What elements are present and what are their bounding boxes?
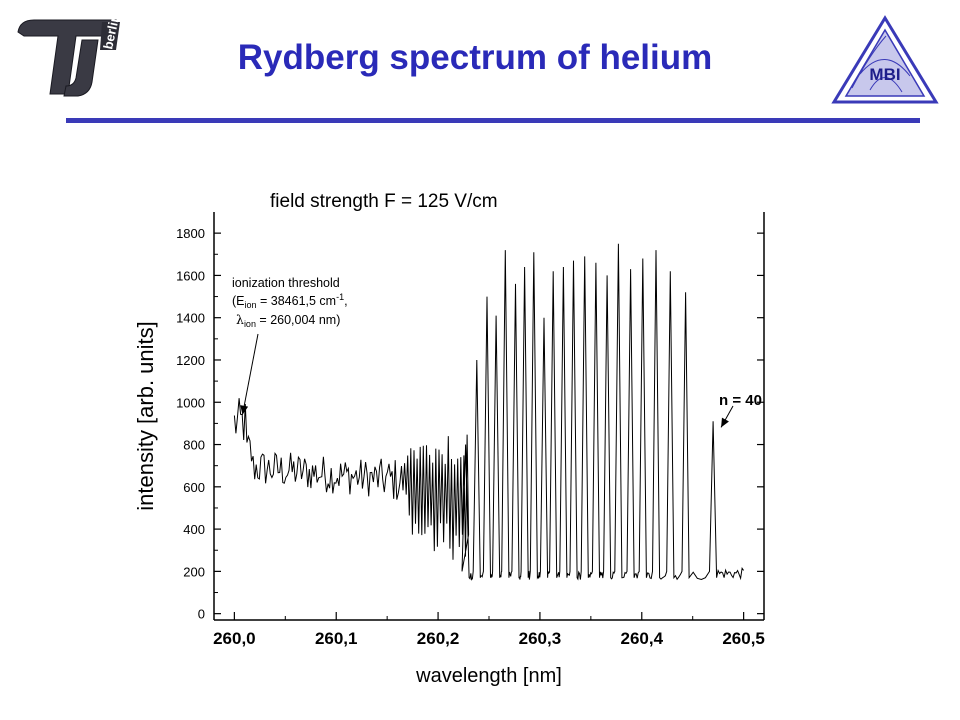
x-tick-label: 260,3 (519, 629, 562, 648)
y-tick-label: 1800 (176, 226, 205, 241)
y-tick-label: 1200 (176, 353, 205, 368)
y-tick-label: 1400 (176, 311, 205, 326)
y-tick-label: 200 (183, 564, 205, 579)
plot-frame (213, 212, 765, 621)
y-tick-label: 400 (183, 522, 205, 537)
mbi-logo: MBI (830, 14, 940, 111)
series-spectrum-line (233, 243, 745, 581)
tu-berlin-logo: berlin (12, 10, 127, 110)
x-tick-label: 260,2 (417, 629, 460, 648)
threshold-label-line3: λion = 260,004 nm) (236, 312, 340, 329)
y-axis-label: intensity [arb. units] (133, 321, 158, 511)
y-tick-group: 0 200 400 600 800 1000 1200 1400 1600 1800 (176, 226, 764, 622)
slide-title: Rydberg spectrum of helium (237, 38, 713, 77)
threshold-arrow (241, 333, 259, 415)
logo-city-text: berlin (100, 13, 122, 51)
title-divider (66, 118, 920, 123)
n40-annotation: n = 40 (719, 392, 762, 428)
y-tick-label: 0 (198, 607, 205, 622)
chart-title: field strength F = 125 V/cm (270, 191, 498, 212)
logo-institute-text: MBI (869, 65, 900, 84)
n40-arrow-head (721, 417, 729, 428)
threshold-annotation: ionization threshold (Eion = 38461,5 cm-… (232, 276, 348, 415)
x-tick-group: 260,0 260,1 260,2 260,3 260,4 260,5 (213, 612, 765, 648)
threshold-label-line2: (Eion = 38461,5 cm-1, (232, 292, 348, 310)
y-tick-label: 600 (183, 480, 205, 495)
x-tick-label: 260,0 (213, 629, 256, 648)
threshold-arrow-head (240, 405, 249, 415)
x-tick-label: 260,5 (722, 629, 765, 648)
threshold-label-line1: ionization threshold (232, 276, 340, 290)
n40-label: n = 40 (719, 392, 762, 409)
y-tick-label: 800 (183, 438, 205, 453)
x-axis-label: wavelength [nm] (415, 665, 562, 687)
x-tick-label: 260,1 (315, 629, 358, 648)
y-tick-label: 1000 (176, 395, 205, 410)
x-tick-label: 260,4 (621, 629, 664, 648)
y-tick-label: 1600 (176, 268, 205, 283)
